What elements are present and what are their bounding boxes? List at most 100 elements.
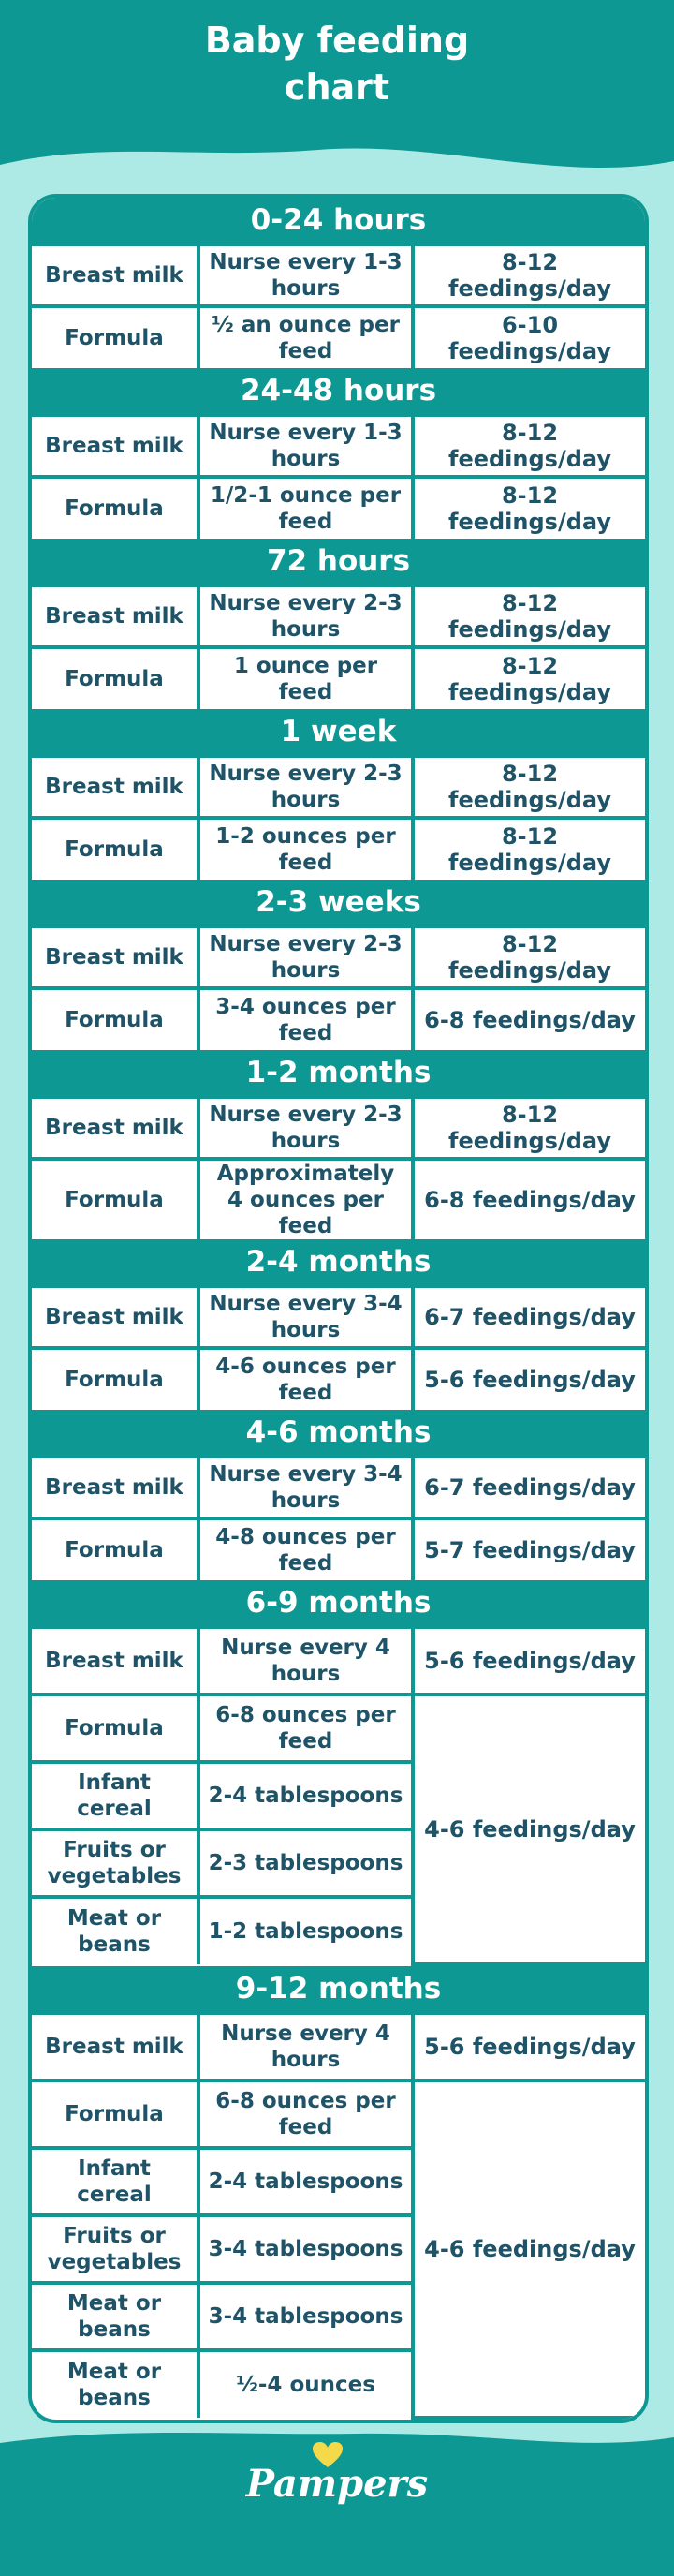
- table-row: Formula 1/2-1 ounce per feed 8-12 feedings…: [32, 475, 645, 539]
- feeding-table: Breast milk Nurse every 3-4 hours 6-7 feed…: [32, 1284, 645, 1410]
- row-frequency: 6-7 feedings/day: [411, 1455, 645, 1520]
- row-label: Breast milk: [32, 1455, 200, 1520]
- feeding-table: Breast milk Nurse every 2-3 hours 8-12 fee…: [32, 584, 645, 709]
- row-amount: Nurse every 4 hours: [197, 2011, 415, 2082]
- row-label: Infant cereal: [32, 1760, 200, 1831]
- heart-icon: [312, 2442, 343, 2467]
- section-header: 2-4 months: [32, 1239, 645, 1284]
- table-row: Breast milk Nurse every 2-3 hours 8-12 fee…: [32, 1095, 645, 1161]
- row-frequency: 5-6 feedings/day: [411, 2011, 645, 2082]
- row-amount: Approximately 4 ounces per feed: [197, 1157, 415, 1239]
- row-label: Formula: [32, 304, 200, 368]
- table-row: Formula 6-8 ounces per feed 4-6 feedings/d…: [32, 1693, 645, 1966]
- row-label: Formula: [32, 2079, 200, 2150]
- feeding-chart-card: 0-24 hours Breast milk Nurse every 1-3 hou…: [28, 194, 649, 2423]
- feeding-table: Breast milk Nurse every 4 hours 5-6 feedin…: [32, 2011, 645, 2420]
- row-label: Breast milk: [32, 754, 200, 820]
- row-label: Formula: [32, 1346, 200, 1410]
- table-row: Meat or beans 3-4 tablespoons: [32, 2281, 645, 2352]
- row-amount: 2-3 tablespoons: [197, 1828, 413, 1899]
- row-amount: 6-8 ounces per feed: [197, 1693, 415, 1764]
- row-label: Formula: [32, 1157, 200, 1239]
- row-frequency: 6-8 feedings/day: [411, 1157, 645, 1239]
- row-label: Breast milk: [32, 925, 200, 990]
- row-amount: 6-8 ounces per feed: [197, 2079, 415, 2150]
- row-label: Breast milk: [32, 1284, 200, 1350]
- row-frequency: 8-12 feedings/day: [411, 413, 645, 479]
- row-frequency: 8-12 feedings/day: [411, 584, 645, 649]
- header-banner: [0, 0, 674, 178]
- row-amount: 1 ounce per feed: [197, 645, 415, 709]
- row-frequency: 8-12 feedings/day: [411, 816, 645, 880]
- section-header: 2-3 weeks: [32, 880, 645, 925]
- title-line-1: Baby feeding: [204, 20, 470, 61]
- row-amount: 1/2-1 ounce per feed: [197, 475, 415, 539]
- section-header: 0-24 hours: [32, 198, 645, 243]
- table-row: Meat or beans 1-2 tablespoons: [32, 1895, 645, 1964]
- row-amount: 4-6 ounces per feed: [197, 1346, 415, 1410]
- table-row: Infant cereal 2-4 tablespoons: [32, 1760, 645, 1831]
- table-row: Meat or beans ½-4 ounces: [32, 2348, 645, 2418]
- section-header: 6-9 months: [32, 1580, 645, 1625]
- row-label: Fruits or vegetables: [32, 2213, 200, 2285]
- row-frequency: 8-12 feedings/day: [411, 754, 645, 820]
- section-header: 9-12 months: [32, 1966, 645, 2011]
- shared-frequency: 4-6 feedings/day: [411, 2079, 645, 2420]
- feeding-table: Breast milk Nurse every 1-3 hours 8-12 fee…: [32, 413, 645, 539]
- table-row: Formula 4-8 ounces per feed 5-7 feedings/d…: [32, 1517, 645, 1580]
- row-amount: Nurse every 3-4 hours: [197, 1284, 415, 1350]
- row-amount: Nurse every 2-3 hours: [197, 754, 415, 820]
- section-header: 72 hours: [32, 539, 645, 584]
- row-frequency: 6-10 feedings/day: [411, 304, 645, 368]
- row-frequency: 6-7 feedings/day: [411, 1284, 645, 1350]
- row-label: Meat or beans: [32, 1895, 200, 1964]
- table-row: Fruits or vegetables 2-3 tablespoons: [32, 1828, 645, 1899]
- row-amount: Nurse every 2-3 hours: [197, 1095, 415, 1161]
- row-amount: Nurse every 2-3 hours: [197, 925, 415, 990]
- table-row: Breast milk Nurse every 4 hours 5-6 feedin…: [32, 2011, 645, 2082]
- row-label: Breast milk: [32, 413, 200, 479]
- row-amount: Nurse every 3-4 hours: [197, 1455, 415, 1520]
- feeding-table: Breast milk Nurse every 1-3 hours 8-12 fee…: [32, 243, 645, 368]
- row-amount: 2-4 tablespoons: [197, 2146, 413, 2217]
- row-frequency: 8-12 feedings/day: [411, 243, 645, 308]
- table-row: Breast milk Nurse every 2-3 hours 8-12 fee…: [32, 584, 645, 649]
- section-header: 24-48 hours: [32, 368, 645, 413]
- row-frequency: 6-8 feedings/day: [411, 986, 645, 1050]
- row-amount: 3-4 ounces per feed: [197, 986, 415, 1050]
- row-amount: Nurse every 4 hours: [197, 1625, 415, 1696]
- table-row: Formula 3-4 ounces per feed 6-8 feedings/d…: [32, 986, 645, 1050]
- table-row: Breast milk Nurse every 2-3 hours 8-12 fee…: [32, 754, 645, 820]
- section-header: 1 week: [32, 709, 645, 754]
- row-amount: Nurse every 2-3 hours: [197, 584, 415, 649]
- row-label: Fruits or vegetables: [32, 1828, 200, 1899]
- table-row: Infant cereal 2-4 tablespoons: [32, 2146, 645, 2217]
- row-label: Formula: [32, 475, 200, 539]
- table-row: Breast milk Nurse every 1-3 hours 8-12 fee…: [32, 243, 645, 308]
- row-frequency: 8-12 feedings/day: [411, 1095, 645, 1161]
- row-label: Breast milk: [32, 2011, 200, 2082]
- pampers-logo-text: Pampers: [246, 2442, 428, 2506]
- table-row: Breast milk Nurse every 3-4 hours 6-7 feed…: [32, 1284, 645, 1350]
- feeding-table: Breast milk Nurse every 3-4 hours 6-7 feed…: [32, 1455, 645, 1580]
- row-frequency: 8-12 feedings/day: [411, 645, 645, 709]
- row-amount: 4-8 ounces per feed: [197, 1517, 415, 1580]
- footer-banner: [0, 2426, 674, 2576]
- title-line-2: chart: [284, 67, 390, 108]
- row-label: Infant cereal: [32, 2146, 200, 2217]
- row-label: Breast milk: [32, 1095, 200, 1161]
- feeding-table: Breast milk Nurse every 2-3 hours 8-12 fee…: [32, 925, 645, 1050]
- feeding-table: Breast milk Nurse every 4 hours 5-6 feedin…: [32, 1625, 645, 1966]
- row-label: Meat or beans: [32, 2281, 200, 2352]
- row-label: Formula: [32, 1517, 200, 1580]
- row-amount: ½-4 ounces: [197, 2348, 413, 2418]
- row-amount: 2-4 tablespoons: [197, 1760, 413, 1831]
- table-row: Breast milk Nurse every 1-3 hours 8-12 fee…: [32, 413, 645, 479]
- table-row: Breast milk Nurse every 4 hours 5-6 feedin…: [32, 1625, 645, 1696]
- row-amount: 1-2 tablespoons: [197, 1895, 413, 1964]
- shared-frequency: 4-6 feedings/day: [411, 1693, 645, 1966]
- table-row: Breast milk Nurse every 3-4 hours 6-7 feed…: [32, 1455, 645, 1520]
- row-amount: 3-4 tablespoons: [197, 2213, 413, 2285]
- table-row: Formula ½ an ounce per feed 6-10 feedings/…: [32, 304, 645, 368]
- row-frequency: 5-7 feedings/day: [411, 1517, 645, 1580]
